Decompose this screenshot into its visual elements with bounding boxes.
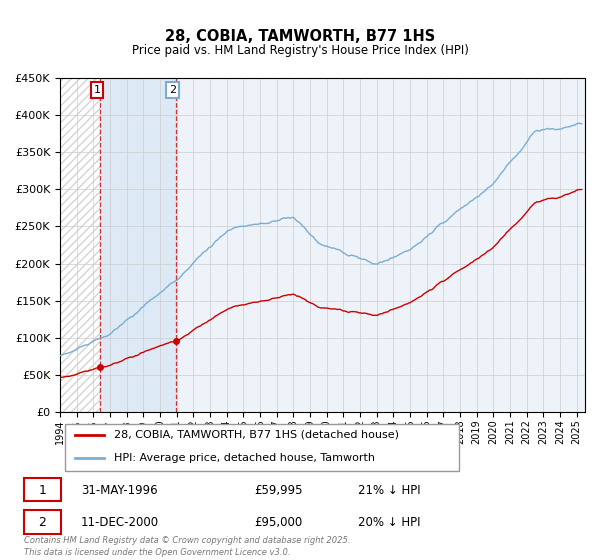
Bar	[60, 78, 100, 412]
Text: 11-DEC-2000: 11-DEC-2000	[81, 516, 159, 529]
Text: HPI: Average price, detached house, Tamworth: HPI: Average price, detached house, Tamw…	[114, 453, 375, 463]
Text: £59,995: £59,995	[254, 484, 302, 497]
Text: 1: 1	[38, 484, 46, 497]
Text: 2: 2	[38, 516, 46, 529]
Bar	[100, 78, 176, 412]
Text: 31-MAY-1996: 31-MAY-1996	[81, 484, 158, 497]
Text: 28, COBIA, TAMWORTH, B77 1HS (detached house): 28, COBIA, TAMWORTH, B77 1HS (detached h…	[114, 430, 399, 440]
Text: Contains HM Land Registry data © Crown copyright and database right 2025.
This d: Contains HM Land Registry data © Crown c…	[23, 536, 350, 557]
FancyBboxPatch shape	[23, 478, 61, 501]
Text: 1: 1	[94, 85, 101, 95]
Bar	[60, 78, 100, 412]
Text: Price paid vs. HM Land Registry's House Price Index (HPI): Price paid vs. HM Land Registry's House …	[131, 44, 469, 57]
Text: £95,000: £95,000	[254, 516, 302, 529]
FancyBboxPatch shape	[65, 424, 458, 470]
Text: 2: 2	[169, 85, 176, 95]
Text: 20% ↓ HPI: 20% ↓ HPI	[358, 516, 420, 529]
FancyBboxPatch shape	[23, 511, 61, 534]
Text: 21% ↓ HPI: 21% ↓ HPI	[358, 484, 420, 497]
Text: 28, COBIA, TAMWORTH, B77 1HS: 28, COBIA, TAMWORTH, B77 1HS	[165, 29, 435, 44]
